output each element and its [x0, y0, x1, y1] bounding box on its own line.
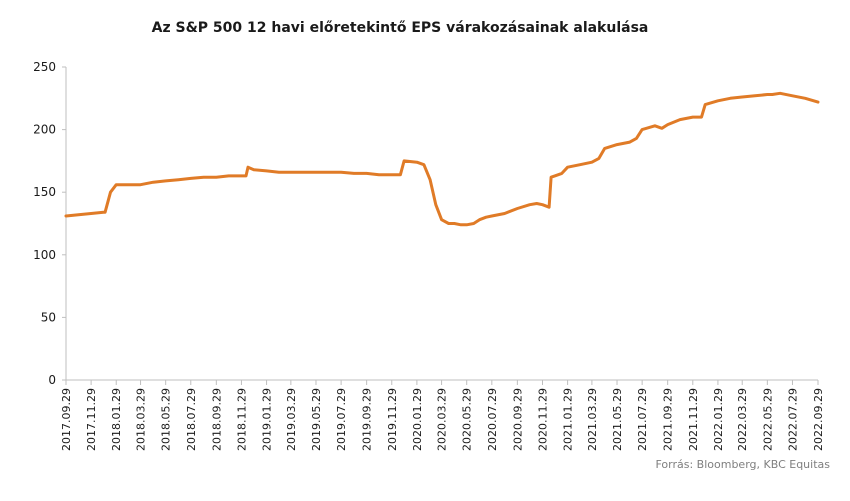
- x-tick-label: 2018.03.29: [135, 388, 148, 451]
- x-tick-label: 2018.05.29: [160, 388, 173, 451]
- x-tick-label: 2019.07.29: [335, 388, 348, 451]
- y-axis-ticks: 0 50 100 150 200 250: [33, 60, 66, 387]
- x-tick-label: 2022.05.29: [761, 388, 774, 451]
- x-tick-label: 2018.01.29: [110, 388, 123, 451]
- x-tick-label: 2020.11.29: [536, 388, 549, 451]
- x-tick-label: 2022.09.29: [812, 388, 825, 451]
- x-tick-label: 2022.07.29: [786, 388, 799, 451]
- x-tick-label: 2022.01.29: [712, 388, 725, 451]
- x-tick-label: 2020.03.29: [436, 388, 449, 451]
- y-tick-label: 150: [33, 185, 56, 199]
- y-tick-label: 0: [48, 373, 56, 387]
- source-note: Forrás: Bloomberg, KBC Equitas: [655, 458, 830, 471]
- x-tick-label: 2019.09.29: [361, 388, 374, 451]
- x-tick-label: 2020.05.29: [461, 388, 474, 451]
- x-tick-label: 2020.09.29: [511, 388, 524, 451]
- y-tick-label: 200: [33, 123, 56, 137]
- y-tick-label: 250: [33, 60, 56, 74]
- x-tick-label: 2018.07.29: [185, 388, 198, 451]
- x-tick-label: 2017.11.29: [85, 388, 98, 451]
- x-tick-label: 2021.11.29: [687, 388, 700, 451]
- x-tick-label: 2019.03.29: [285, 388, 298, 451]
- x-tick-label: 2021.07.29: [636, 388, 649, 451]
- x-tick-label: 2021.05.29: [611, 388, 624, 451]
- x-tick-label: 2022.03.29: [736, 388, 749, 451]
- x-tick-label: 2019.05.29: [310, 388, 323, 451]
- x-tick-label: 2019.11.29: [386, 388, 399, 451]
- x-tick-label: 2021.01.29: [562, 388, 575, 451]
- x-tick-label: 2020.01.29: [411, 388, 424, 451]
- x-tick-label: 2021.09.29: [662, 388, 675, 451]
- x-tick-label: 2020.07.29: [486, 388, 499, 451]
- eps-series-line: [64, 91, 820, 227]
- x-tick-label: 2018.09.29: [210, 388, 223, 451]
- x-tick-label: 2017.09.29: [60, 388, 73, 451]
- y-tick-label: 100: [33, 248, 56, 262]
- x-tick-label: 2018.11.29: [235, 388, 248, 451]
- y-tick-label: 50: [41, 310, 56, 324]
- x-tick-label: 2021.03.29: [586, 388, 599, 451]
- x-axis-ticks: 2017.09.29 2017.11.29 2018.01.29 2018.03.29…: [60, 380, 825, 451]
- x-tick-label: 2019.01.29: [261, 388, 274, 451]
- chart-title: Az S&P 500 12 havi előretekintő EPS vára…: [151, 20, 649, 36]
